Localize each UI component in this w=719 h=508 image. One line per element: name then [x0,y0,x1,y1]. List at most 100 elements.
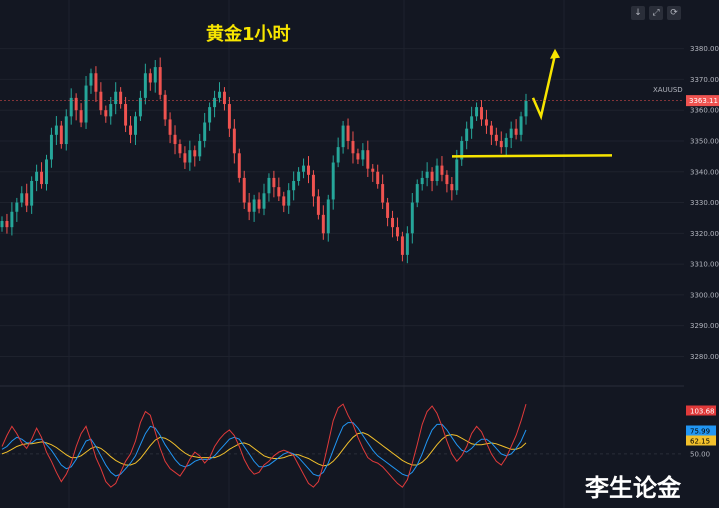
candle-body [430,171,434,181]
candle-body [138,97,142,117]
candle-body [89,73,93,86]
candle-body [94,73,98,92]
candle-body [450,184,454,191]
candle-body [129,125,133,135]
oscillator-slow-badge-label: 62.15 [690,438,710,446]
candle-body [193,150,197,157]
oscillator-fast-badge [686,405,716,416]
candle-body [371,168,375,172]
candle-body [143,73,147,98]
candle-body [391,217,395,228]
candle-body [326,199,330,234]
candle-body [59,125,63,145]
candle-body [124,104,128,126]
refresh-icon[interactable]: ⟳ [667,6,681,20]
candle-body [341,125,345,148]
candle-body [232,128,236,154]
candle-body [133,116,137,135]
candle-body [425,171,429,178]
candle-body [247,202,251,212]
candle-body [415,184,419,203]
candle-body [386,202,390,218]
candle-body [395,227,399,237]
candle-body [99,91,103,111]
candle-body [440,165,444,175]
oscillator-slow-line [1,432,527,467]
candle-body [376,171,380,185]
candle-body [109,104,113,117]
oscillator-tick-label: 50.00 [690,450,710,458]
candle-body [183,153,187,163]
oscillator-series [0,403,684,488]
candle-body [49,134,53,160]
watermark-text: 李生论金 [585,474,681,502]
candle-body [237,153,241,178]
candle-body [114,91,118,105]
fullscreen-icon[interactable]: ⤢ [649,6,663,20]
candle-body [227,104,231,129]
candle-body [69,97,73,117]
annotation-title: 黄金1小时 [206,24,291,45]
candle-body [524,100,528,117]
price-tick-label: 3350.00 [690,137,719,145]
candle-body [381,184,385,203]
candle-body [292,180,296,191]
candle-body [74,97,78,111]
candle-body [297,171,301,181]
candle-body [104,110,108,117]
support-line [451,154,613,158]
candle-body [287,190,291,206]
price-tick-label: 3340.00 [690,168,719,176]
price-tick-label: 3280.00 [690,353,719,361]
candle-body [168,119,172,135]
candle-body [410,202,414,234]
price-tick-label: 3380.00 [690,45,719,53]
candle-body [470,116,474,129]
candle-body [35,171,39,181]
candle-body [316,196,320,215]
candle-body [188,150,192,163]
candle-body [307,165,310,175]
price-tick-label: 3290.00 [690,322,719,330]
candle-body [514,128,518,135]
oscillator-fast-line [1,403,527,488]
candle-body [178,144,182,154]
price-tick-label: 3330.00 [690,199,719,207]
price-axis: 3280.00 3290.00 3300.00 3310.00 3320.00 3330.… [653,45,719,458]
candle-body [489,125,493,135]
candle-body [119,91,123,105]
candle-body [504,137,508,148]
candle-body [420,177,424,185]
candle-body [20,193,24,203]
candle-body [203,122,207,141]
candle-body [163,94,167,120]
candle-body [40,171,44,185]
candle-body [153,67,157,83]
price-tick-label: 3320.00 [690,230,719,238]
grid-lines [0,0,684,508]
candle-body [84,85,88,123]
projection-arrow-head [550,48,560,59]
price-tick-label: 3300.00 [690,291,719,299]
oscillator-mid-line [1,422,527,477]
candle-body [257,199,261,209]
symbol-label: XAUUSD [653,86,683,94]
candle-body [405,233,409,255]
oscillator-mid-badge [686,425,716,436]
candle-body [5,221,9,228]
candle-body [302,165,306,172]
price-tick-label: 3370.00 [690,76,719,84]
candle-body [242,177,246,203]
candle-body [475,107,479,117]
candle-body [400,236,404,255]
candle-body [331,162,335,200]
annotation-overlay [0,48,684,158]
candle-body [435,165,439,181]
candle-body [158,67,162,95]
candle-body [460,140,464,160]
download-icon[interactable]: ↓ [631,6,645,20]
candle-body [222,91,226,105]
candle-body [64,116,68,145]
price-tick-label: 3310.00 [690,261,719,269]
